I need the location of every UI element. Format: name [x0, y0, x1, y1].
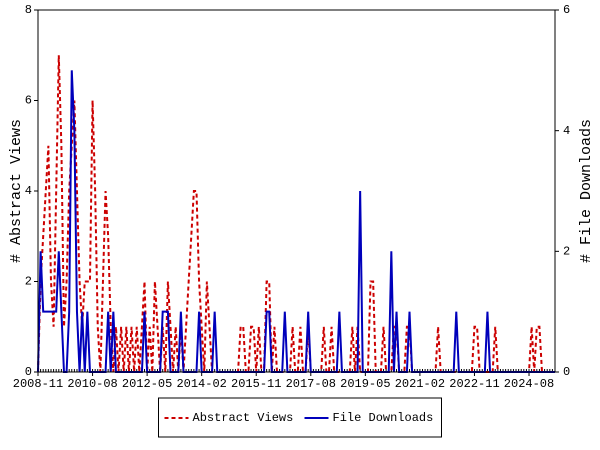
legend-label: File Downloads: [333, 411, 434, 425]
y-tick-label: 4: [25, 184, 32, 198]
x-tick-label: 2008-11: [13, 377, 63, 391]
y2-tick-label: 0: [563, 365, 570, 379]
series-line: [37, 55, 555, 373]
y-tick-label: 6: [25, 94, 32, 108]
y2-tick-label: 4: [563, 124, 570, 138]
y2-tick-label: 2: [563, 245, 570, 259]
x-tick-label: 2021-02: [395, 377, 445, 391]
x-tick-label: 2012-05: [122, 377, 172, 391]
legend-label: Abstract Views: [193, 411, 294, 425]
x-tick-label: 2019-05: [340, 377, 390, 391]
x-tick-label: 2014-02: [176, 377, 226, 391]
x-tick-label: 2015-11: [231, 377, 281, 391]
series-line: [37, 70, 555, 373]
y-tick-label: 8: [25, 3, 32, 17]
y-axis-title: # Abstract Views: [8, 119, 25, 263]
x-tick-label: 2024-08: [504, 377, 554, 391]
y2-tick-label: 6: [563, 3, 570, 17]
legend-box: [158, 397, 442, 438]
y-tick-label: 2: [25, 275, 32, 289]
y2-axis-title: # File Downloads: [578, 119, 595, 263]
y-tick-label: 0: [25, 365, 32, 379]
plot-frame: [37, 9, 556, 373]
x-tick-label: 2010-08: [67, 377, 117, 391]
x-tick-label: 2022-11: [449, 377, 499, 391]
x-tick-label: 2017-08: [286, 377, 336, 391]
